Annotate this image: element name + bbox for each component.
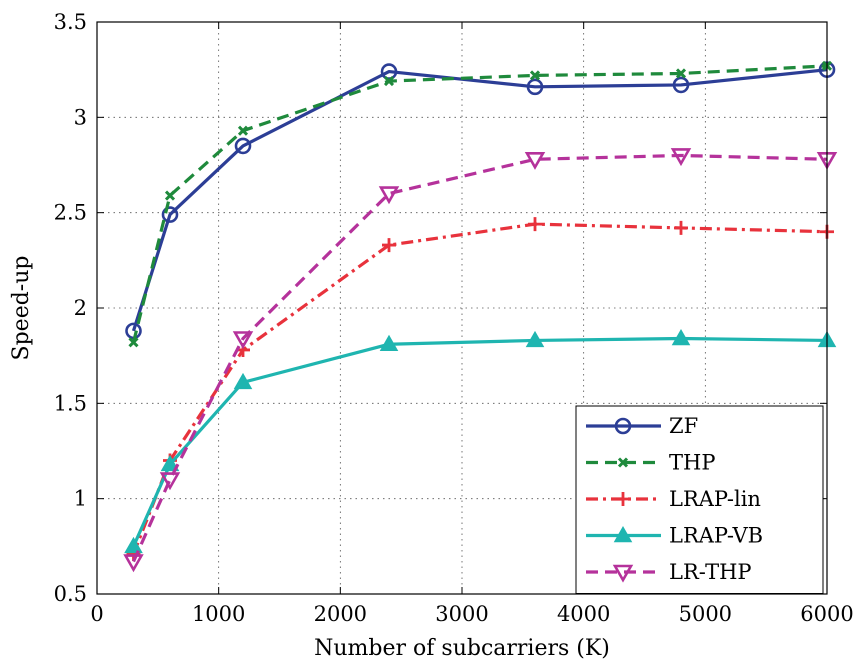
x-tick-label: 0 [90, 602, 103, 626]
y-tick-label: 2 [74, 296, 87, 320]
x-tick-label: 6000 [800, 602, 853, 626]
data-point-triangle-down [670, 148, 692, 167]
series-line [132, 153, 828, 563]
data-point-x [529, 70, 541, 81]
y-tick-label: 2.5 [54, 201, 87, 225]
data-point-x [128, 337, 139, 348]
data-point-triangle-down [159, 472, 181, 491]
series-line [131, 68, 828, 332]
data-point-circle [161, 206, 179, 223]
data-point-plus [528, 217, 542, 232]
data-point-triangle-down [123, 554, 144, 573]
legend: ZF THP LRAP-lin LRAP-VB LR-THP [575, 405, 824, 594]
x-tick-label: 2000 [314, 602, 367, 626]
data-point-triangle-up [124, 536, 143, 554]
legend-label: LR-THP [669, 560, 752, 584]
data-point-triangle-up [379, 334, 399, 351]
data-point-x [383, 76, 395, 87]
series-lr-thp [123, 148, 838, 573]
data-point-triangle-down [524, 151, 546, 170]
series-thp [128, 60, 833, 348]
grid [97, 22, 827, 594]
y-tick-label: 3.5 [54, 10, 87, 34]
y-tick-labels: 0.5 1 1.5 2 2.5 3 3.5 [54, 10, 87, 606]
y-tick-label: 1 [74, 487, 87, 511]
x-tick-label: 4000 [557, 602, 610, 626]
y-tick-label: 0.5 [54, 582, 87, 606]
data-point-x [164, 190, 176, 201]
data-point-plus [674, 220, 688, 235]
legend-label: THP [669, 451, 715, 475]
plot-area [123, 60, 838, 573]
data-point-triangle-up [160, 454, 180, 472]
legend-item: THP [586, 451, 715, 475]
data-point-circle [526, 78, 544, 96]
legend-label: LRAP-VB [669, 524, 763, 548]
legend-item: LRAP-VB [586, 524, 763, 548]
x-tick-label: 3000 [435, 602, 488, 626]
y-tick-label: 3 [74, 105, 87, 129]
data-point-triangle-up [613, 525, 633, 543]
legend-label: LRAP-lin [669, 487, 761, 511]
data-point-triangle-up [233, 372, 253, 390]
x-tick-label: 5000 [679, 602, 732, 626]
y-axis-title: Speed-up [9, 256, 34, 361]
data-point-triangle-up [671, 328, 691, 346]
data-point-triangle-down [612, 564, 634, 583]
legend-item: LR-THP [586, 560, 752, 584]
data-point-circle [234, 137, 252, 155]
data-point-x [675, 68, 687, 79]
legend-item: ZF [586, 414, 698, 438]
x-axis-title: Number of subcarriers (K) [314, 636, 610, 661]
data-point-x [237, 125, 249, 136]
series-zf [125, 61, 836, 340]
data-point-circle [672, 76, 690, 94]
data-point-triangle-down [232, 331, 254, 350]
legend-label: ZF [669, 414, 698, 438]
x-tick-labels: 0 1000 2000 3000 4000 5000 6000 [90, 602, 853, 626]
data-point-plus [382, 238, 396, 253]
data-point-triangle-up [525, 330, 545, 348]
y-tick-label: 1.5 [54, 391, 87, 415]
x-tick-label: 1000 [192, 602, 245, 626]
legend-item: LRAP-lin [586, 487, 761, 511]
data-point-triangle-down [378, 186, 400, 205]
data-point-plus [616, 492, 630, 506]
series-lrap-vb [124, 328, 837, 554]
data-point-circle [614, 417, 632, 435]
data-point-circle [380, 63, 398, 80]
data-point-x [617, 457, 629, 468]
